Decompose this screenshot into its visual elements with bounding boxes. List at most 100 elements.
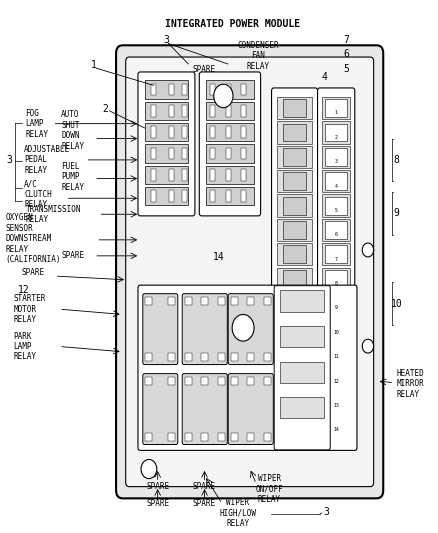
FancyBboxPatch shape xyxy=(182,374,227,445)
Text: STARTER
MOTOR
RELAY: STARTER MOTOR RELAY xyxy=(13,294,46,324)
Bar xyxy=(264,353,271,361)
Bar xyxy=(322,170,350,192)
Text: WIPER
ON/OFF
RELAY: WIPER ON/OFF RELAY xyxy=(255,474,283,504)
Bar xyxy=(169,169,174,181)
Bar xyxy=(151,169,156,181)
Bar xyxy=(206,123,254,141)
Text: A/C
CLUTCH
RELAY: A/C CLUTCH RELAY xyxy=(24,180,52,209)
Text: 7: 7 xyxy=(343,35,349,45)
Text: 4: 4 xyxy=(335,183,338,189)
Text: 13: 13 xyxy=(333,403,339,408)
Bar xyxy=(247,297,254,305)
Bar xyxy=(325,367,347,385)
Bar xyxy=(218,377,225,385)
Bar xyxy=(277,414,312,436)
Bar xyxy=(283,294,306,312)
Bar xyxy=(210,126,215,138)
Bar xyxy=(210,105,215,117)
Text: OXYGEN
SENSOR
DOWNSTREAM
RELAY
(CALIFORNIA): OXYGEN SENSOR DOWNSTREAM RELAY (CALIFORN… xyxy=(5,214,61,264)
FancyBboxPatch shape xyxy=(138,72,195,216)
Text: AUTO
SHUT
DOWN
RELAY: AUTO SHUT DOWN RELAY xyxy=(61,110,85,151)
Bar xyxy=(206,102,254,120)
Text: ADJUSTABLE
PEDAL
RELAY: ADJUSTABLE PEDAL RELAY xyxy=(24,145,71,175)
Text: PARK
LAMP
RELAY: PARK LAMP RELAY xyxy=(13,332,36,361)
Bar xyxy=(322,365,350,387)
Bar xyxy=(264,377,271,385)
FancyBboxPatch shape xyxy=(138,285,357,450)
Bar xyxy=(322,414,350,436)
Bar xyxy=(241,126,246,138)
Bar xyxy=(226,148,231,159)
Bar xyxy=(280,397,324,418)
Bar xyxy=(168,297,175,305)
Text: 7: 7 xyxy=(335,257,338,262)
Text: 10: 10 xyxy=(391,299,402,309)
Bar xyxy=(210,169,215,181)
Bar xyxy=(241,84,246,95)
Bar xyxy=(325,416,347,434)
Text: SPARE: SPARE xyxy=(193,482,216,490)
Bar xyxy=(325,270,347,288)
Bar xyxy=(247,377,254,385)
Bar xyxy=(283,148,306,166)
Text: 2: 2 xyxy=(102,104,108,114)
Text: 1: 1 xyxy=(91,60,97,70)
Bar xyxy=(280,361,324,383)
Bar xyxy=(201,377,208,385)
Text: 10: 10 xyxy=(333,330,339,335)
Bar xyxy=(241,105,246,117)
Bar xyxy=(231,297,238,305)
Bar xyxy=(210,84,215,95)
Bar xyxy=(325,148,347,166)
Bar xyxy=(322,146,350,168)
Bar xyxy=(322,243,350,265)
Text: SPARE: SPARE xyxy=(146,499,169,508)
Bar xyxy=(145,297,152,305)
Text: 8: 8 xyxy=(393,155,399,165)
Text: 6: 6 xyxy=(343,50,349,59)
Bar xyxy=(277,292,312,314)
Text: 14: 14 xyxy=(333,427,339,432)
Bar xyxy=(277,146,312,168)
Circle shape xyxy=(232,314,254,341)
Bar xyxy=(325,197,347,215)
Bar xyxy=(145,433,152,441)
Bar xyxy=(283,270,306,288)
FancyBboxPatch shape xyxy=(182,294,227,365)
Bar xyxy=(151,190,156,202)
FancyBboxPatch shape xyxy=(126,57,374,487)
Bar xyxy=(277,365,312,387)
Circle shape xyxy=(362,243,374,257)
Bar xyxy=(185,377,192,385)
Text: INTEGRATED POWER MODULE: INTEGRATED POWER MODULE xyxy=(165,19,300,29)
Bar xyxy=(218,297,225,305)
Bar xyxy=(322,97,350,119)
Text: SPARE: SPARE xyxy=(146,482,169,490)
Bar xyxy=(169,105,174,117)
Bar xyxy=(206,187,254,205)
Bar xyxy=(322,390,350,411)
Bar xyxy=(185,433,192,441)
Bar xyxy=(325,343,347,361)
Bar xyxy=(325,392,347,409)
Bar xyxy=(283,99,306,117)
Text: SPARE: SPARE xyxy=(192,65,215,74)
Bar xyxy=(145,102,188,120)
Bar xyxy=(151,126,156,138)
Bar xyxy=(201,297,208,305)
Bar xyxy=(168,377,175,385)
Bar xyxy=(226,190,231,202)
FancyBboxPatch shape xyxy=(143,294,178,365)
Bar xyxy=(283,318,306,336)
Bar xyxy=(264,297,271,305)
FancyBboxPatch shape xyxy=(318,88,355,445)
Bar xyxy=(218,353,225,361)
Bar xyxy=(247,433,254,441)
Bar xyxy=(151,84,156,95)
Bar xyxy=(182,126,187,138)
Text: 3: 3 xyxy=(163,35,170,45)
Text: 1: 1 xyxy=(335,110,338,116)
Bar xyxy=(241,148,246,159)
Bar xyxy=(231,353,238,361)
Text: TRANSMISSION
RELAY: TRANSMISSION RELAY xyxy=(25,205,81,224)
